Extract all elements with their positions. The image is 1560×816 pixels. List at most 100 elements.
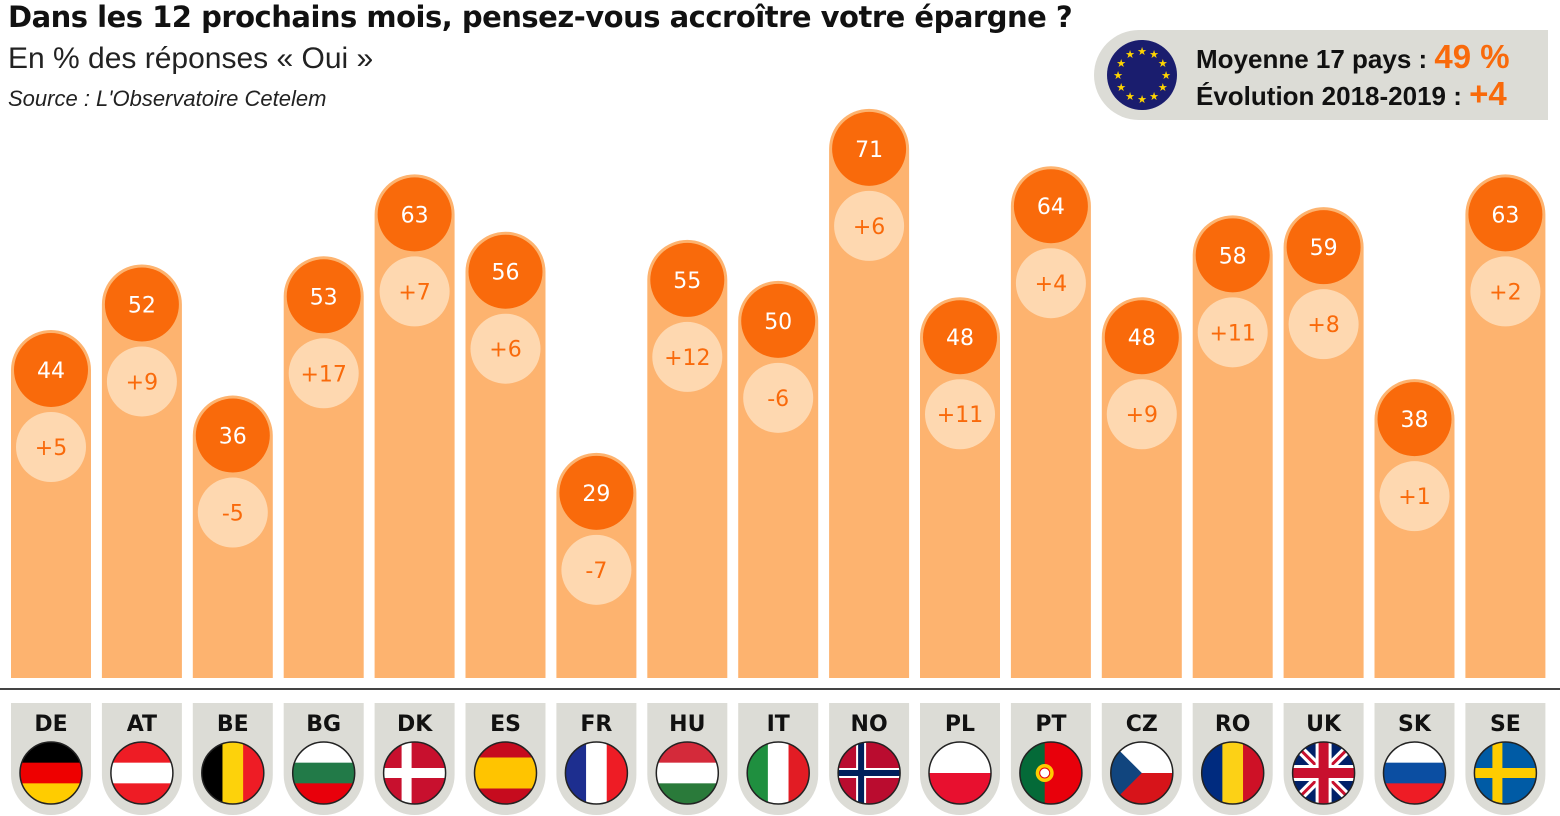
value-label: 44 (37, 359, 65, 384)
value-marker (377, 177, 452, 252)
bar-group-pt: 64 +4 PT (1010, 166, 1091, 815)
flag-border (1110, 741, 1174, 805)
delta-label: +11 (937, 403, 983, 428)
delta-label: +17 (300, 362, 346, 387)
flag-bg-icon (292, 742, 355, 804)
delta-marker (106, 346, 177, 417)
delta-label: -6 (767, 387, 789, 412)
bar-group-be: 36 -5 BE (192, 395, 273, 815)
value-label: 55 (673, 269, 701, 294)
star-icon: ★ (1149, 48, 1159, 61)
value-label: 59 (1310, 236, 1338, 261)
star-icon: ★ (1158, 81, 1168, 94)
flag-de-icon (20, 742, 82, 804)
star-icon: ★ (1149, 90, 1159, 103)
country-label: BE (217, 712, 249, 737)
flag-it-icon (747, 742, 810, 804)
value-marker (923, 300, 997, 375)
flag-border (1019, 741, 1083, 805)
value-marker (1195, 218, 1270, 293)
flag-border (473, 741, 538, 805)
bar-group-es: 56 +6 ES (465, 231, 546, 815)
value-marker (650, 242, 725, 317)
country-label: AT (127, 712, 157, 737)
chart-subtitle: En % des réponses « Oui » (8, 42, 374, 75)
delta-label: +6 (853, 215, 885, 240)
flag-at-icon (110, 742, 173, 804)
flag-be-icon (201, 742, 264, 804)
value-marker (286, 259, 361, 334)
delta-label: +11 (1209, 321, 1255, 346)
value-marker (559, 455, 634, 530)
delta-marker (1197, 297, 1268, 368)
flag-border (746, 741, 810, 805)
value-marker (832, 111, 907, 186)
delta-marker (1015, 248, 1086, 319)
flag-border (19, 741, 83, 805)
delta-marker (834, 190, 905, 261)
flag-border (837, 741, 901, 805)
delta-label: +5 (35, 436, 67, 461)
country-label: PT (1035, 712, 1066, 737)
delta-label: +2 (1489, 280, 1521, 305)
delta-marker (743, 362, 814, 433)
value-label: 63 (1491, 203, 1519, 228)
flag-border (655, 741, 720, 805)
delta-marker (1379, 461, 1450, 532)
eu-flag-icon: ★ ★★★★★★★★★★★ (1107, 40, 1177, 110)
flag-border (1291, 741, 1356, 805)
value-marker (104, 267, 179, 342)
flag-fr-icon (565, 742, 628, 804)
value-marker (468, 234, 543, 309)
value-label: 58 (1219, 244, 1247, 269)
flag-ro-icon (1201, 742, 1264, 804)
star-icon: ★ (1125, 48, 1135, 61)
delta-marker (1288, 289, 1359, 360)
flag-border (928, 741, 992, 805)
value-marker (14, 333, 88, 407)
delta-marker (16, 412, 86, 482)
value-marker (195, 398, 270, 473)
delta-label: +8 (1307, 313, 1339, 338)
delta-marker (925, 379, 995, 450)
value-label: 56 (492, 261, 520, 286)
country-label: UK (1306, 712, 1342, 737)
evolution-value: +4 (1469, 75, 1507, 112)
bar-group-uk: 59 +8 UK (1283, 207, 1364, 815)
flag-hu-icon (656, 742, 719, 804)
bar-group-bg: 53 +17 BG (283, 256, 364, 815)
star-icon: ★ (1125, 90, 1135, 103)
bar-group-ro: 58 +11 RO (1192, 215, 1273, 815)
value-marker (1104, 300, 1179, 375)
delta-marker (1470, 256, 1541, 327)
delta-marker (470, 313, 541, 384)
star-icon: ★ (1161, 69, 1171, 82)
star-icon: ★ (1158, 57, 1168, 70)
value-marker (1377, 382, 1452, 457)
flag-border (382, 741, 447, 805)
delta-label: +6 (489, 338, 521, 363)
delta-marker (561, 534, 632, 605)
delta-label: +9 (1126, 403, 1158, 428)
value-label: 71 (855, 138, 883, 163)
flag-border (110, 741, 174, 805)
value-label: 50 (764, 310, 792, 335)
delta-marker (652, 321, 723, 392)
value-label: 52 (128, 293, 156, 318)
average-value: 49 % (1434, 38, 1510, 75)
delta-marker (379, 256, 450, 327)
star-icon: ★ (1137, 93, 1147, 106)
value-marker (741, 283, 816, 358)
chart-source: Source : L'Observatoire Cetelem (8, 86, 327, 111)
flag-border (1382, 741, 1447, 805)
flag-sk-icon (1383, 742, 1446, 804)
evolution-line: Évolution 2018-2019 : +4 (1196, 75, 1507, 113)
flag-es-icon (474, 742, 537, 804)
flag-border (564, 741, 629, 805)
country-label: SE (1490, 712, 1521, 737)
country-label: NO (851, 712, 888, 737)
average-line: Moyenne 17 pays : 49 % (1196, 38, 1510, 76)
country-label: CZ (1126, 712, 1158, 737)
flag-border (1473, 741, 1538, 805)
